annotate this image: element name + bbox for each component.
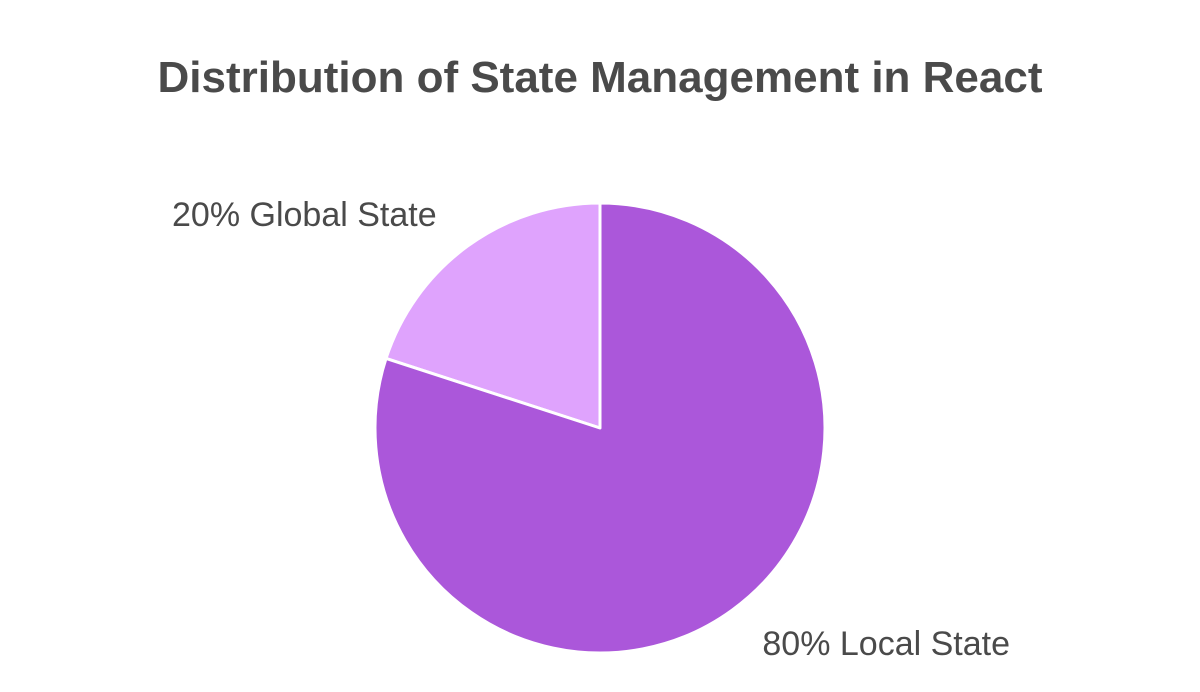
slice-label-global-state: 20% Global State bbox=[172, 196, 437, 234]
pie-slice-local-state bbox=[373, 201, 827, 655]
pie-slice-global-state bbox=[384, 201, 602, 430]
chart-title: Distribution of State Management in Reac… bbox=[157, 53, 1043, 102]
slice-label-local-state: 80% Local State bbox=[762, 625, 1010, 663]
